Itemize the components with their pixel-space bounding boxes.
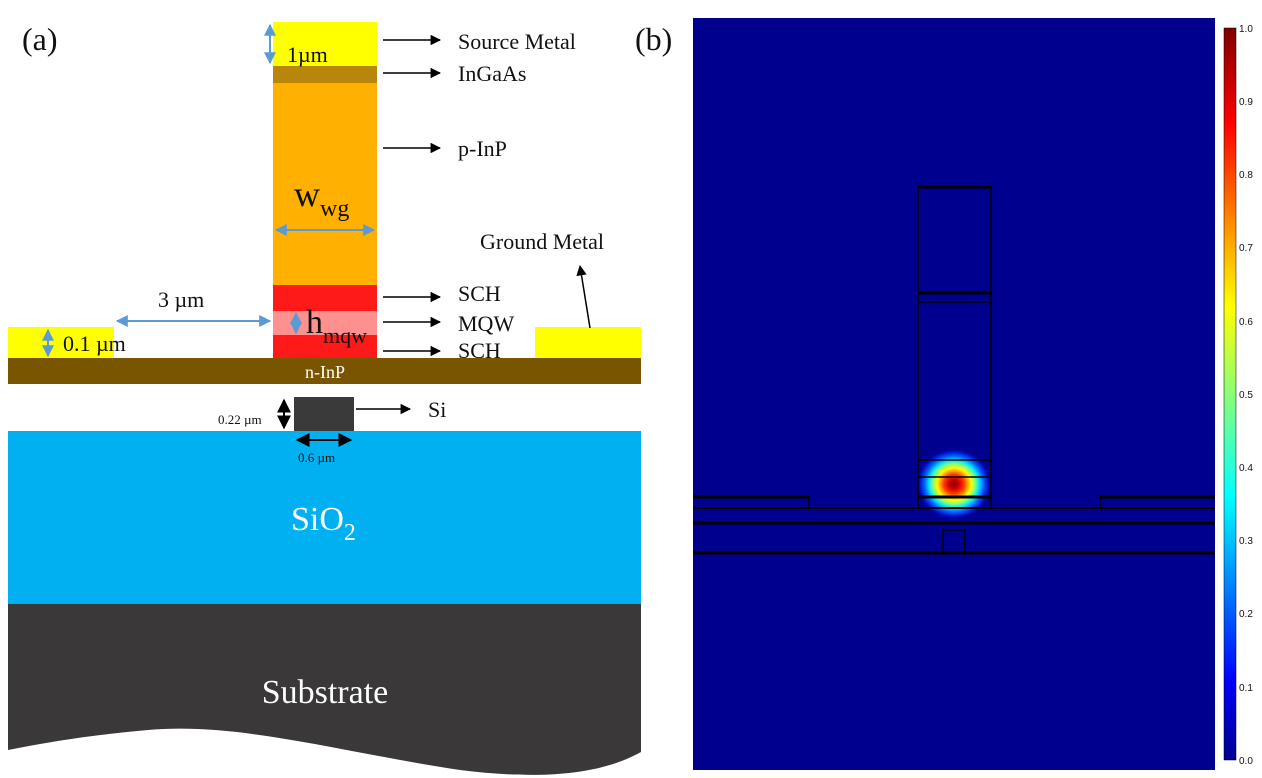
colorbar-tick: 0.3 bbox=[1239, 536, 1253, 547]
source-metal-label: Source Metal bbox=[458, 29, 576, 54]
ground-metal-arrow bbox=[576, 264, 591, 329]
sch-bottom-label: SCH bbox=[458, 338, 501, 363]
colorbar-tick: 0.6 bbox=[1239, 317, 1253, 328]
structure-outline bbox=[693, 185, 1215, 555]
panel-b: (b) 1.0 0.9 0.8 bbox=[635, 18, 1253, 770]
ground-thickness-label: 0.1 µm bbox=[63, 331, 126, 356]
sch-top-layer bbox=[273, 285, 377, 311]
colorbar-tick: 0.2 bbox=[1239, 609, 1253, 620]
ingaas-label: InGaAs bbox=[458, 61, 526, 86]
colorbar-tick: 0.9 bbox=[1239, 97, 1253, 108]
colorbar-tick: 0.5 bbox=[1239, 390, 1253, 401]
colorbar-tick: 0.4 bbox=[1239, 463, 1253, 474]
sch-top-label: SCH bbox=[458, 281, 501, 306]
n-inp-layer bbox=[8, 358, 641, 384]
colorbar-tick: 0.0 bbox=[1239, 756, 1253, 767]
colorbar-tick: 1.0 bbox=[1239, 24, 1253, 35]
gap-label: 3 µm bbox=[158, 287, 204, 312]
colorbar-tick: 0.8 bbox=[1239, 170, 1253, 181]
ground-metal-label: Ground Metal bbox=[480, 229, 604, 254]
ingaas-layer bbox=[273, 66, 377, 83]
wwg-label: wwg bbox=[294, 174, 349, 222]
si-label: Si bbox=[428, 397, 446, 422]
optical-mode-spot bbox=[916, 448, 992, 520]
colorbar-ticks: 1.0 0.9 0.8 0.7 0.6 0.5 0.4 0.3 0.2 0.1 … bbox=[1239, 24, 1253, 767]
substrate-label: Substrate bbox=[262, 674, 389, 711]
si-height-label: 0.22 µm bbox=[218, 412, 262, 427]
substrate-layer bbox=[8, 604, 641, 775]
p-inp-label: p-InP bbox=[458, 136, 507, 161]
colorbar-tick: 0.1 bbox=[1239, 683, 1253, 694]
panel-b-tag: (b) bbox=[635, 21, 672, 57]
mode-field-map bbox=[693, 18, 1215, 770]
mqw-label: MQW bbox=[458, 311, 514, 336]
metal-thickness-label: 1µm bbox=[287, 42, 328, 67]
p-inp-layer bbox=[273, 83, 377, 285]
panel-a-tag: (a) bbox=[22, 21, 58, 57]
colorbar-tick: 0.7 bbox=[1239, 243, 1253, 254]
ground-metal-left bbox=[8, 327, 114, 358]
ground-metal-right bbox=[535, 327, 641, 358]
sio2-layer bbox=[8, 431, 641, 604]
si-width-label: 0.6 µm bbox=[298, 450, 335, 465]
si-waveguide bbox=[294, 397, 354, 431]
source-metal-layer bbox=[273, 22, 377, 66]
colorbar bbox=[1223, 27, 1237, 761]
panel-a: (a) Substrate SiO2 Si 0.22 µm 0.6 µm n-I… bbox=[8, 21, 641, 775]
sio2-label: SiO2 bbox=[291, 501, 356, 546]
n-inp-label: n-InP bbox=[305, 362, 345, 382]
sch-bottom-layer bbox=[273, 335, 377, 358]
hmqw-label: hmqw bbox=[306, 304, 367, 348]
